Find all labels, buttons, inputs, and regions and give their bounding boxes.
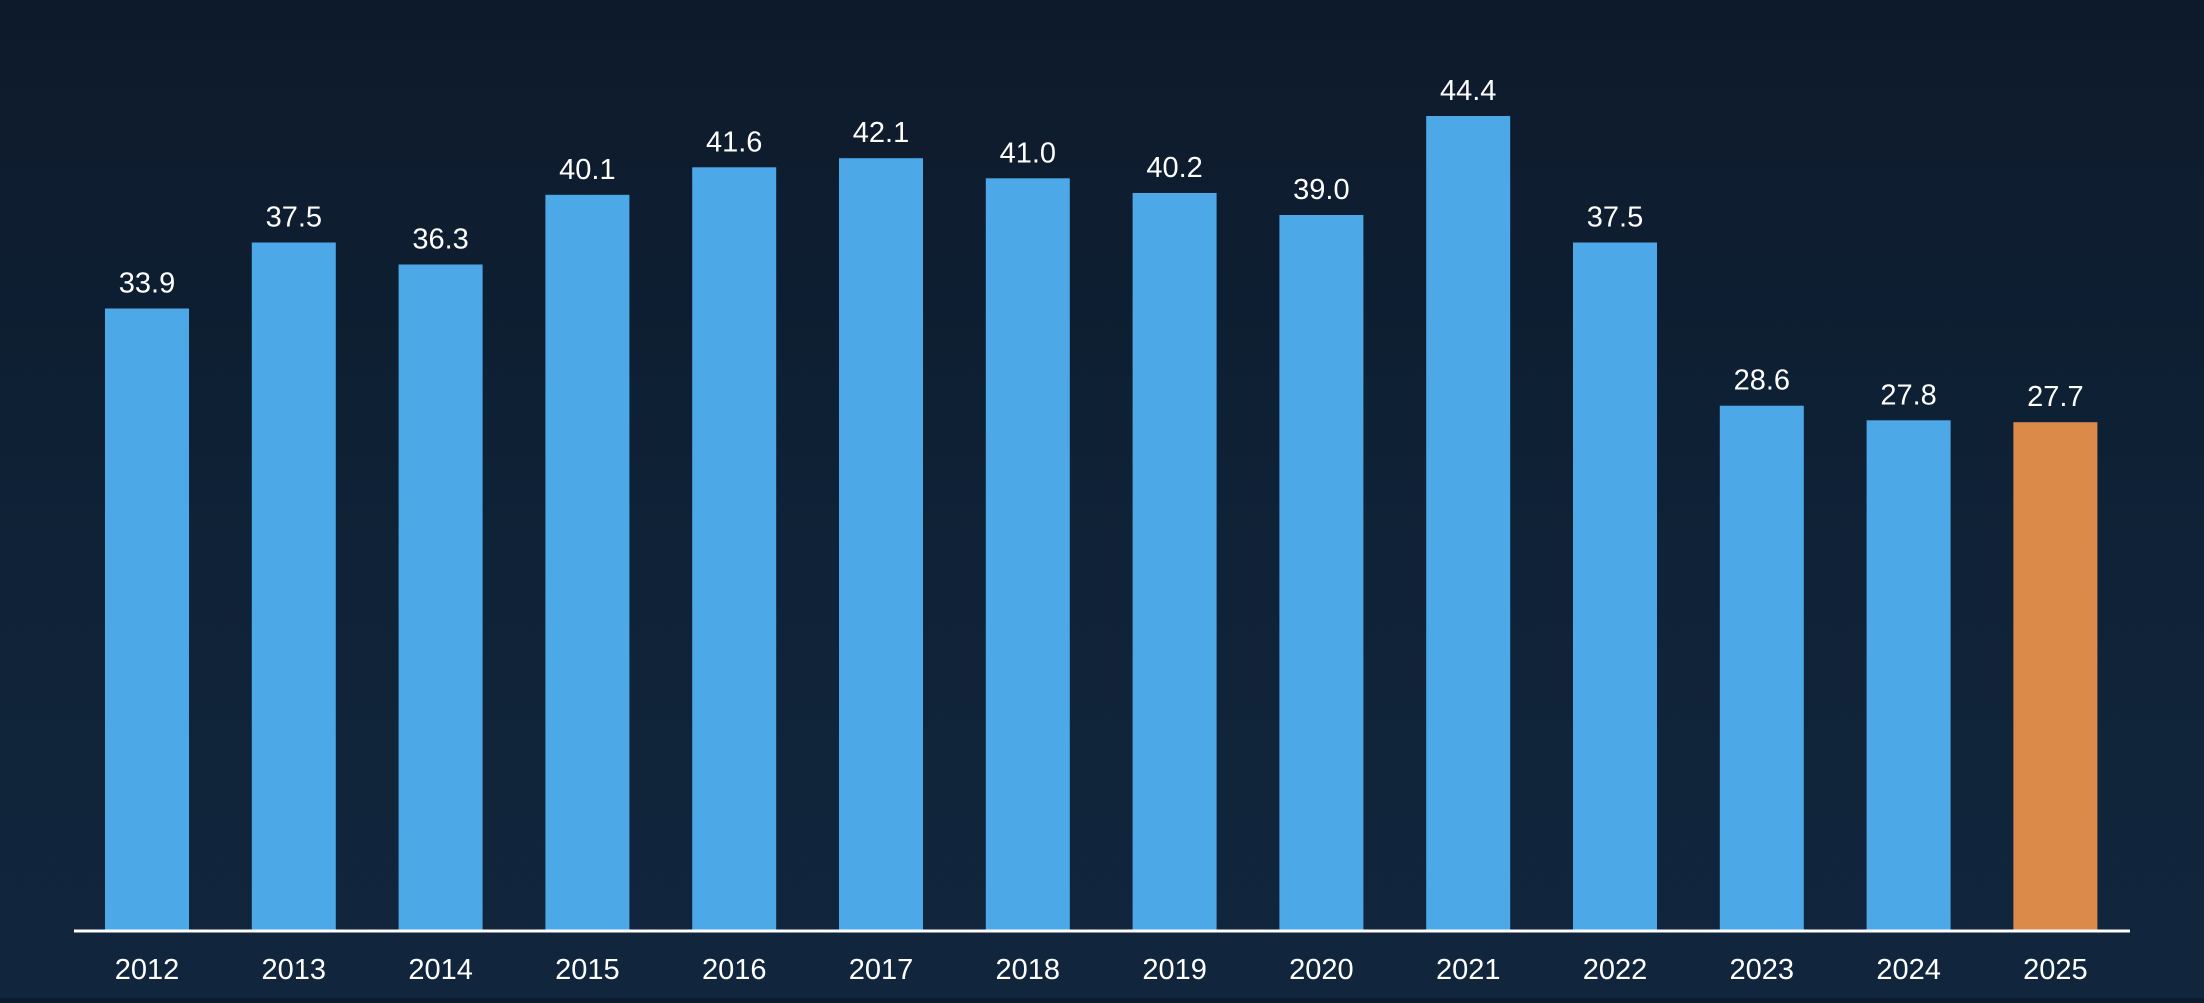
x-tick-label-2024: 2024 [1876,954,1941,986]
bar-2021 [1426,116,1511,930]
value-label-2012: 33.9 [119,268,175,300]
value-label-2015: 40.1 [559,154,615,186]
value-label-2021: 44.4 [1440,75,1496,107]
bar-2017 [839,158,923,930]
value-label-2018: 41.0 [1000,137,1056,169]
x-tick-label-2016: 2016 [702,954,767,986]
bar-2024 [1866,420,1951,930]
bar-2018 [985,178,1070,931]
bar-2023 [1719,405,1804,930]
bar-2019 [1132,193,1217,930]
bar-2015 [545,194,630,931]
bar-2016 [692,167,777,931]
value-labels-layer: 33.9 37.5 36.3 40.1 41.6 42.1 41.0 40.2 39.0 44.4… [119,75,2084,413]
x-tick-label-2025: 2025 [2023,954,2088,986]
bar-2022 [1573,242,1657,930]
x-tick-label-2017: 2017 [849,954,914,986]
x-tick-label-2019: 2019 [1142,954,1207,986]
x-tick-label-2018: 2018 [996,954,1061,986]
bar-2014 [398,264,483,930]
value-label-2013: 37.5 [266,202,322,234]
bar-2012 [105,308,189,930]
value-label-2016: 41.6 [706,126,762,158]
x-tick-label-2015: 2015 [555,954,620,986]
bars-layer [105,116,2098,931]
bar-2025 [2013,422,2098,930]
x-tick-labels-layer: 2012 2013 2014 2015 2016 2017 2018 2019 2020 2021… [115,954,2088,986]
x-tick-label-2022: 2022 [1583,954,1648,986]
x-tick-label-2012: 2012 [115,954,180,986]
value-label-2025: 27.7 [2027,381,2083,413]
x-tick-label-2023: 2023 [1730,954,1795,986]
x-tick-label-2020: 2020 [1289,954,1354,986]
bar-2013 [251,242,336,930]
value-label-2017: 42.1 [853,117,909,149]
x-tick-label-2021: 2021 [1436,954,1501,986]
value-label-2019: 40.2 [1146,152,1202,184]
value-label-2022: 37.5 [1587,202,1643,234]
bar-2020 [1279,215,1364,930]
value-label-2023: 28.6 [1734,365,1790,397]
x-tick-label-2014: 2014 [408,954,473,986]
x-tick-label-2013: 2013 [262,954,327,986]
value-label-2014: 36.3 [412,224,468,256]
value-label-2020: 39.0 [1293,174,1349,206]
value-label-2024: 27.8 [1880,379,1936,411]
